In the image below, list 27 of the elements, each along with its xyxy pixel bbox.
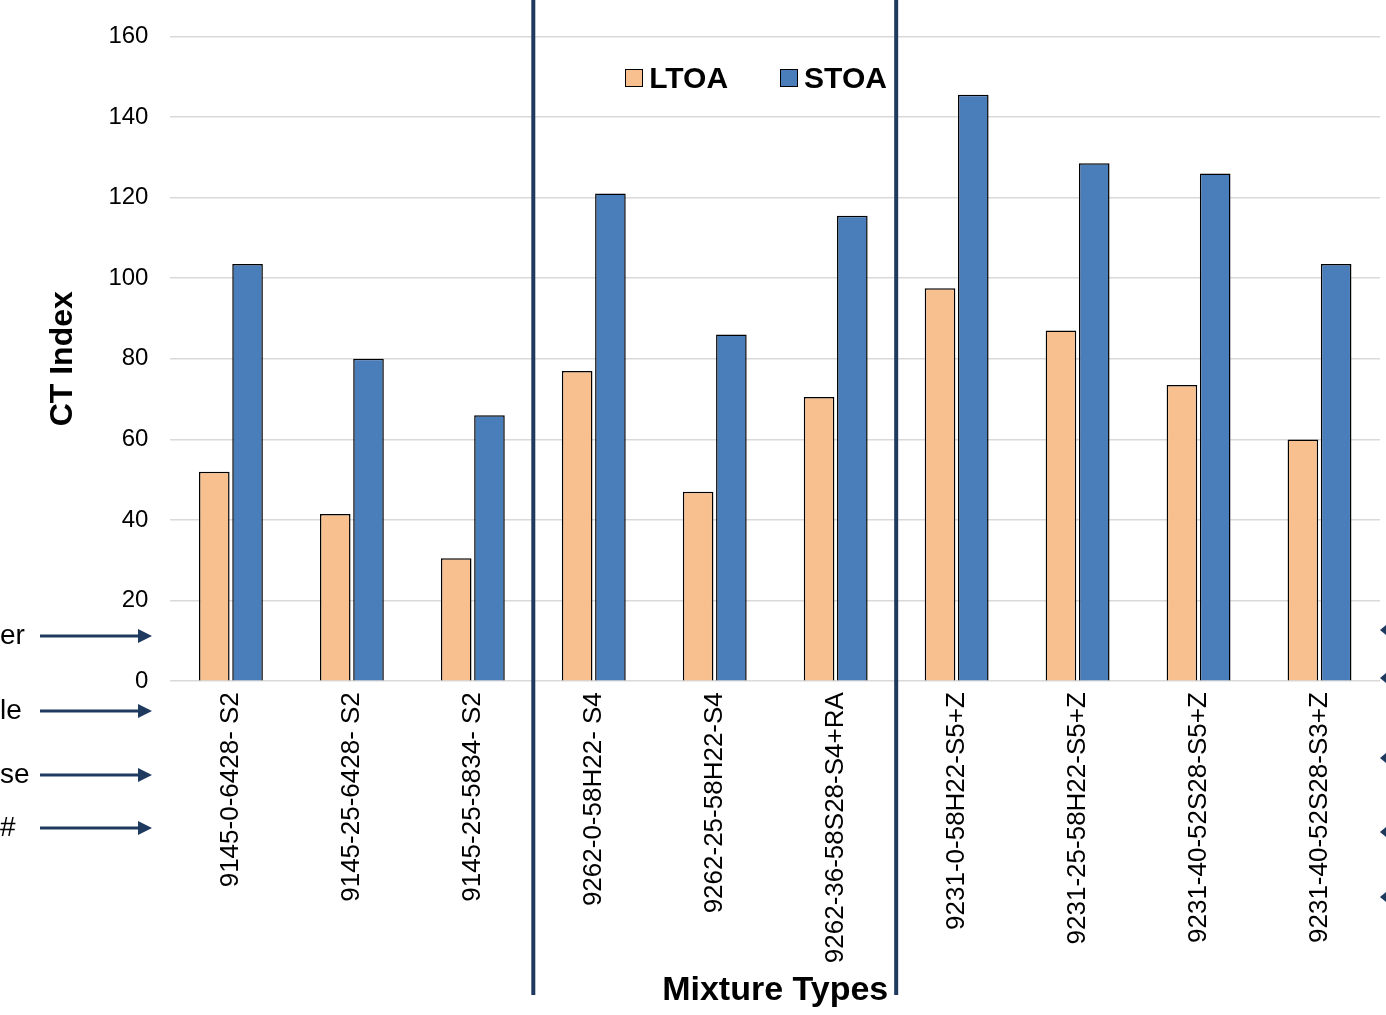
text: er <box>0 618 25 650</box>
y-tick-label: 140 <box>108 101 149 129</box>
x-tick-label: 9231-0-58H22-S5+Z <box>939 692 970 930</box>
y-axis-title: CT Index <box>43 291 80 427</box>
x-tick-label: 9262-0-58H22- S4 <box>576 692 607 907</box>
x-tick-label: 9231-40-52S28-S3+Z <box>1302 692 1333 943</box>
y-tick-label: 40 <box>121 504 149 532</box>
text: le <box>0 693 22 725</box>
y-tick-label: 80 <box>121 343 149 371</box>
x-tick-label: 9145-25-6428- S2 <box>335 692 366 902</box>
x-tick-label: 9231-40-52S28-S5+Z <box>1181 692 1212 943</box>
x-axis-title: Mixture Types <box>662 968 889 1007</box>
legend-label: STOA <box>804 61 887 96</box>
x-tick-label: 9262-36-58S28-S4+RA <box>818 691 849 964</box>
y-tick-label: 0 <box>135 665 149 693</box>
legend-label: LTOA <box>649 61 729 96</box>
y-tick-label: 20 <box>121 585 149 613</box>
y-tick-label: 100 <box>108 262 149 290</box>
y-tick-label: 120 <box>108 182 149 210</box>
x-tick-label: 9231-25-58H22-S5+Z <box>1060 692 1091 945</box>
y-tick-label: 160 <box>108 21 149 49</box>
text: # <box>0 810 16 842</box>
x-tick-label: 9262-25-58H22-S4 <box>697 692 728 914</box>
x-tick-label: 9145-25-5834- S2 <box>456 692 486 902</box>
text: se <box>0 757 30 789</box>
x-tick-label: 9145-0-6428- S2 <box>214 692 245 888</box>
y-tick-label: 60 <box>121 424 149 452</box>
